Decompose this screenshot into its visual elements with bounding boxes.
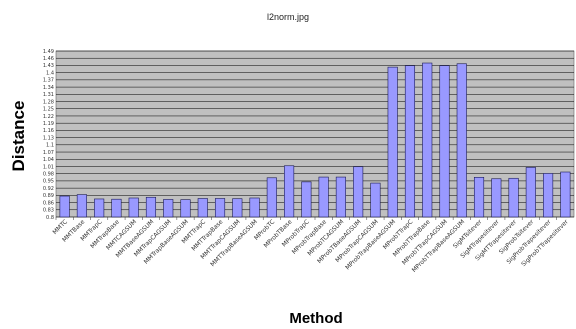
- bar: [180, 199, 191, 218]
- y-tick-label: 1.4: [46, 70, 54, 76]
- bar: [94, 198, 105, 218]
- bar: [249, 197, 260, 218]
- y-tick-label: 0.95: [43, 179, 54, 185]
- bar: [353, 166, 364, 218]
- bar: [59, 195, 70, 218]
- bar: [301, 181, 312, 218]
- bar: [491, 178, 502, 218]
- x-axis-title: Method: [289, 310, 342, 327]
- bar: [197, 198, 208, 218]
- bar: [508, 177, 519, 218]
- y-tick-label: 1.04: [43, 157, 54, 163]
- y-tick-label: 1.25: [43, 107, 54, 113]
- y-tick-label: 0.98: [43, 171, 54, 177]
- bar: [439, 65, 450, 218]
- y-tick-label: 1.37: [43, 78, 54, 84]
- page-title: l2norm.jpg: [266, 12, 310, 22]
- bar: [560, 171, 571, 218]
- y-tick-label: 0.8: [46, 215, 54, 221]
- y-axis-title: Distance: [9, 101, 28, 172]
- bar: [111, 198, 122, 218]
- y-tick-label: 1.43: [43, 63, 54, 69]
- y-tick-label: 1.46: [43, 56, 54, 62]
- bar: [473, 177, 485, 218]
- y-tick-label: 1.49: [43, 49, 54, 55]
- y-tick-label: 1.16: [43, 128, 54, 134]
- bar: [387, 66, 398, 218]
- y-tick-label: 0.89: [43, 193, 54, 199]
- bar: [543, 173, 554, 218]
- bars: [59, 62, 571, 218]
- y-tick-label: 1.34: [43, 85, 54, 91]
- y-axis-ticks: 0.80.830.860.890.920.950.981.011.041.071…: [43, 49, 54, 221]
- bar: [422, 62, 433, 218]
- y-tick-label: 1.31: [43, 92, 54, 98]
- bar: [284, 165, 295, 218]
- bar: [404, 65, 416, 218]
- y-tick-label: 1.07: [43, 150, 54, 156]
- y-tick-label: 1.13: [43, 135, 54, 141]
- bar: [335, 176, 346, 218]
- y-tick-label: 0.92: [43, 186, 54, 192]
- y-tick-label: 1.1: [46, 143, 54, 149]
- bar: [145, 196, 157, 218]
- bar: [76, 194, 87, 218]
- bar: [214, 198, 226, 218]
- bar: [370, 182, 381, 218]
- y-tick-label: 1.01: [43, 164, 54, 170]
- y-tick-label: 1.22: [43, 114, 54, 120]
- y-tick-label: 0.86: [43, 200, 54, 206]
- x-axis-ticks: MMTCMMTBaseMMTrapCMMTrapBaseMMTCAGSUMMMT…: [51, 217, 570, 274]
- bar: [456, 63, 467, 218]
- y-tick-label: 0.83: [43, 208, 54, 214]
- y-tick-label: 1.28: [43, 99, 54, 105]
- y-tick-label: 1.19: [43, 121, 54, 127]
- bar: [266, 177, 277, 218]
- bar: [128, 197, 139, 218]
- bar: [525, 167, 536, 218]
- bar: [232, 198, 243, 218]
- bar: [163, 199, 174, 218]
- plot-area: [55, 50, 575, 218]
- bar: [318, 176, 329, 218]
